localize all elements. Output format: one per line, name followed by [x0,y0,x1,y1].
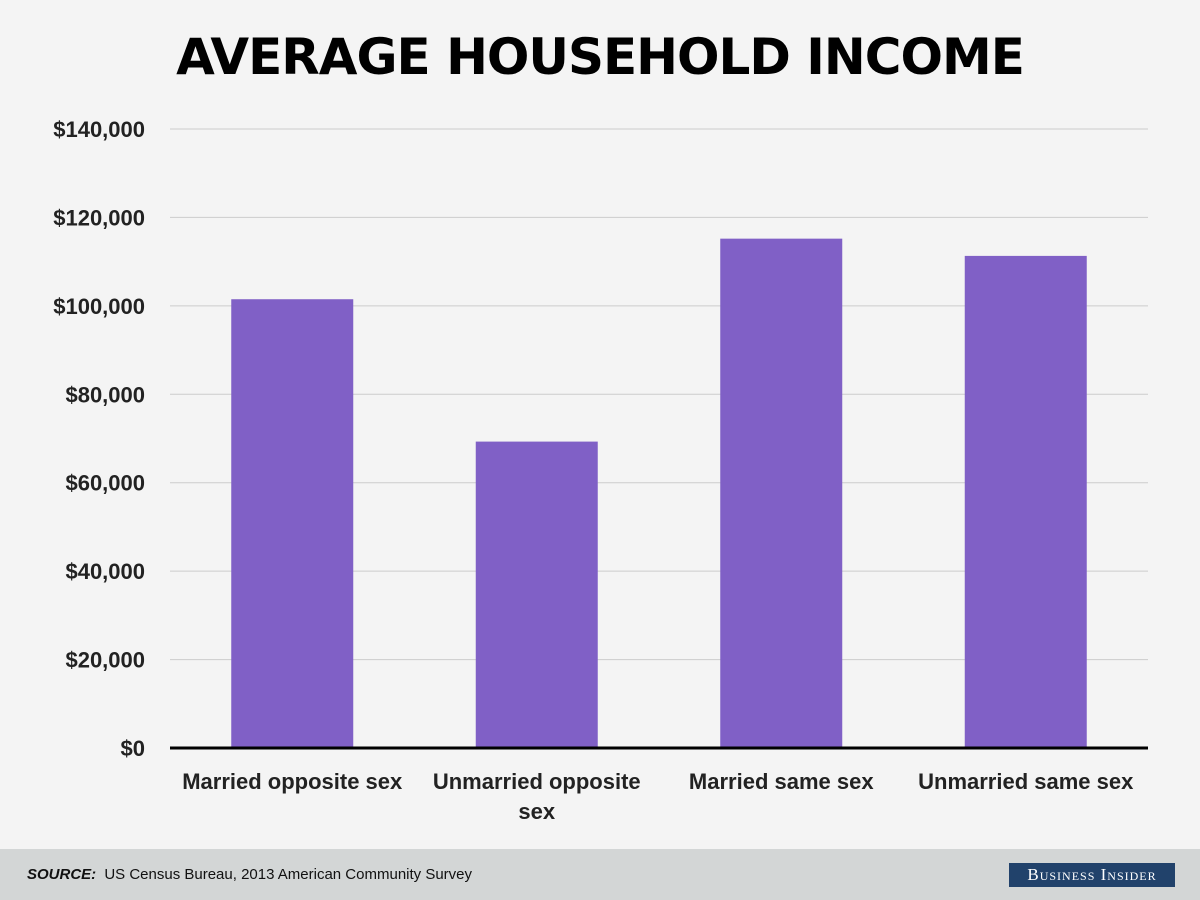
y-tick-label: $0 [121,736,145,761]
y-axis-ticks: $0 $20,000 $40,000 $60,000 $80,000 $100,000 $1… [53,117,145,761]
y-tick-label: $140,000 [53,117,145,142]
x-category-label: Unmarried opposite [433,769,641,794]
footer: SOURCE: US Census Bureau, 2013 American … [0,849,1200,900]
x-category-label: Unmarried same sex [918,769,1134,794]
x-category-label: Married same sex [689,769,874,794]
y-tick-label: $20,000 [65,648,145,673]
y-tick-label: $40,000 [65,559,145,584]
y-tick-label: $80,000 [65,382,145,407]
chart-title: AVERAGE HOUSEHOLD INCOME [176,28,1025,86]
bar [720,238,843,748]
y-tick-label: $100,000 [53,294,145,319]
source-text: US Census Bureau, 2013 American Communit… [104,866,473,883]
y-tick-label: $120,000 [53,205,145,230]
source-note: SOURCE: US Census Bureau, 2013 American … [27,866,472,883]
x-axis-categories: Married opposite sex Unmarried opposite se… [182,769,1134,824]
business-insider-logo: Business Insider [1009,863,1175,887]
bars [231,238,1087,748]
bar [475,441,598,748]
source-label: SOURCE: [27,866,97,883]
bar-chart: $0 $20,000 $40,000 $60,000 $80,000 $100,000 $1… [53,117,1148,824]
x-category-label: Married opposite sex [182,769,403,794]
bar [964,255,1087,748]
y-tick-label: $60,000 [65,471,145,496]
bar [231,299,354,748]
x-category-label: sex [518,799,555,824]
